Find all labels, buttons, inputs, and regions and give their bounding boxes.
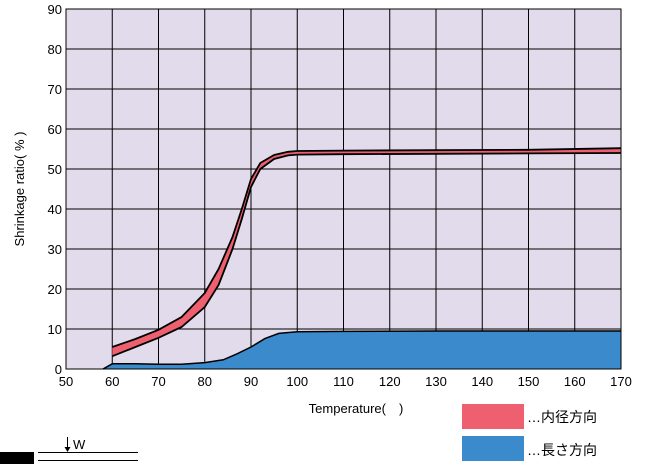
x-tick-label: 160 bbox=[564, 374, 586, 389]
diagram-arrow-head-icon bbox=[64, 447, 71, 452]
x-tick-label: 120 bbox=[379, 374, 401, 389]
y-tick-label: 40 bbox=[48, 202, 62, 217]
y-tick-label: 70 bbox=[48, 82, 62, 97]
x-tick-label: 100 bbox=[286, 374, 308, 389]
y-tick-label: 10 bbox=[48, 322, 62, 337]
x-tick-label: 80 bbox=[198, 374, 212, 389]
y-tick-label: 30 bbox=[48, 242, 62, 257]
width-diagram: W bbox=[0, 437, 138, 464]
y-axis-label: Shrinkage ratio( % ) bbox=[12, 132, 27, 247]
diagram-tube-end bbox=[0, 452, 34, 464]
legend-label-length: …長さ方向 bbox=[527, 442, 597, 458]
x-tick-label: 90 bbox=[244, 374, 258, 389]
x-tick-label: 60 bbox=[105, 374, 119, 389]
grid bbox=[65, 8, 622, 370]
x-tick-label: 70 bbox=[151, 374, 165, 389]
plot-frame bbox=[65, 8, 622, 370]
series-length-area bbox=[103, 331, 621, 369]
y-tick-label: 50 bbox=[48, 162, 62, 177]
series-inner-diameter-upper-line bbox=[112, 147, 622, 348]
x-tick-label: 50 bbox=[59, 374, 73, 389]
legend-label-inner-diameter: …内径方向 bbox=[527, 409, 597, 425]
series-length-line bbox=[102, 330, 621, 370]
y-tick-label: 20 bbox=[48, 282, 62, 297]
y-tick-label: 90 bbox=[48, 2, 62, 17]
series-area bbox=[102, 147, 622, 370]
y-tick-label: 60 bbox=[48, 122, 62, 137]
x-axis-label: Temperature( ) bbox=[309, 401, 404, 416]
x-tick-label: 140 bbox=[471, 374, 493, 389]
x-tick-label: 110 bbox=[333, 374, 354, 389]
diagram-width-label: W bbox=[73, 437, 86, 452]
series-inner-diameter-lower-line bbox=[111, 152, 622, 358]
x-tick-label: 150 bbox=[518, 374, 540, 389]
y-tick-label: 0 bbox=[55, 362, 62, 377]
legend-swatch-inner-diameter bbox=[462, 404, 524, 429]
x-tick-label: 170 bbox=[610, 374, 632, 389]
x-tick-label: 130 bbox=[425, 374, 447, 389]
legend-swatch-length bbox=[462, 436, 524, 461]
y-axis-ticks: 0 10 20 30 40 50 60 70 80 90 bbox=[48, 2, 62, 377]
y-tick-label: 80 bbox=[48, 42, 62, 57]
legend: …内径方向 …長さ方向 bbox=[462, 404, 597, 461]
x-axis-ticks: 50 60 70 80 90 100 110 120 130 140 150 160 170 bbox=[59, 374, 632, 389]
